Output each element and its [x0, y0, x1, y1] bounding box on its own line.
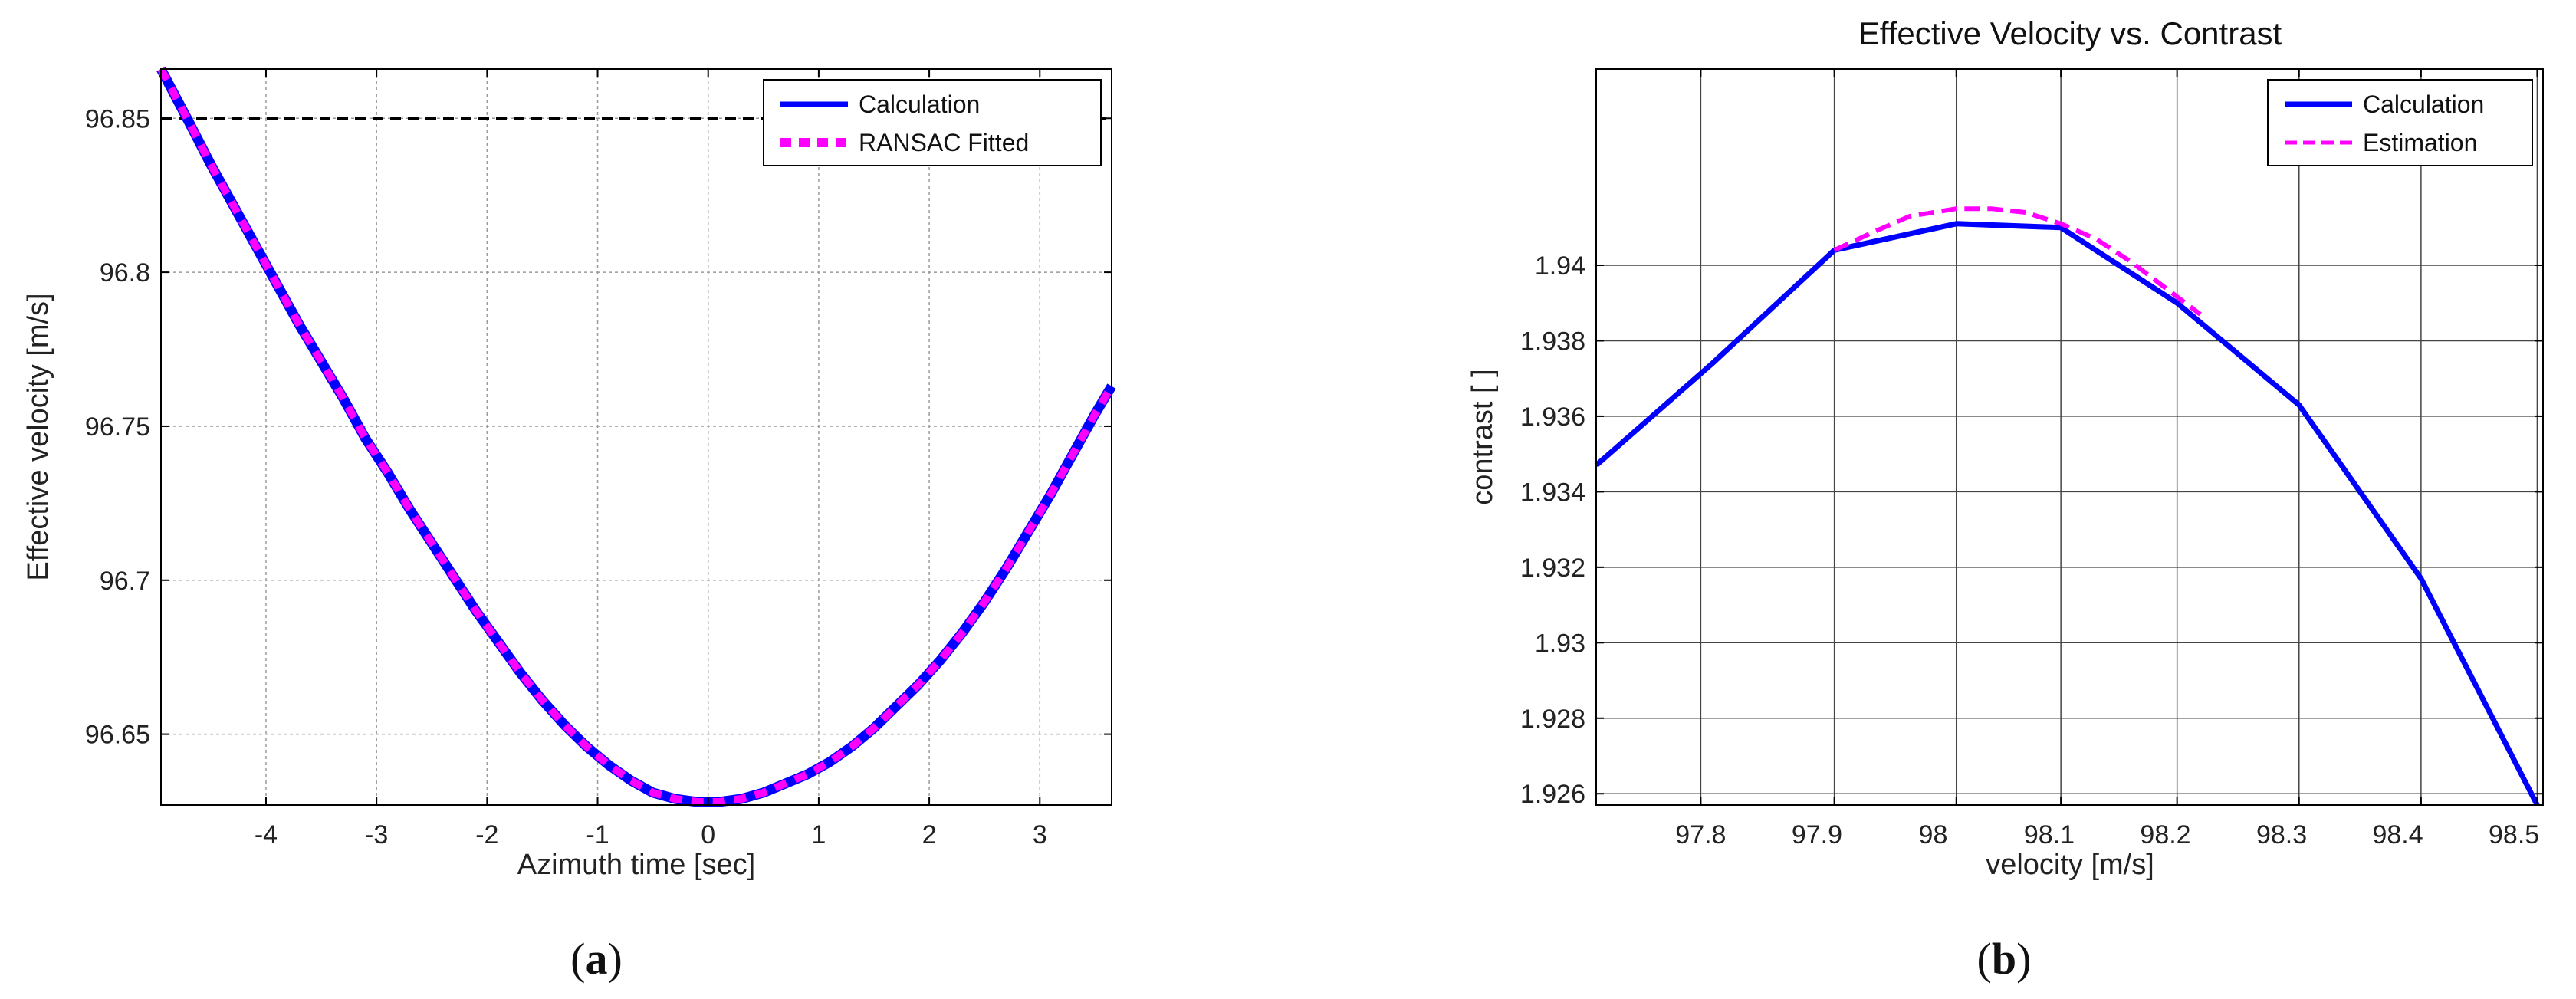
- ticks-a: -4 -3 -2 -1 0 1 2 3 96.65 96.7 96.75 96.8 96.85: [85, 69, 1112, 849]
- legend-label: RANSAC Fitted: [859, 129, 1029, 156]
- x-tick-label: 98.4: [2372, 820, 2423, 849]
- x-tick-label: 0: [701, 820, 715, 849]
- x-tick-label: 98: [1919, 820, 1948, 849]
- legend-box: [763, 79, 1102, 166]
- x-tick-label: -4: [255, 820, 278, 849]
- legend-box: [2267, 79, 2533, 166]
- y-tick-label: 1.934: [1520, 478, 1585, 507]
- legend-label: Calculation: [2363, 90, 2484, 118]
- ticks-b: 97.8 97.9 98 98.1 98.2 98.3 98.4 98.5 1.926 1.928…: [1520, 69, 2543, 849]
- legend-a: Calculation RANSAC Fitted: [763, 79, 1102, 166]
- x-tick-label: 2: [922, 820, 937, 849]
- x-tick-label: 98.5: [2489, 820, 2539, 849]
- y-tick-label: 96.7: [100, 567, 150, 596]
- y-tick-label: 96.75: [85, 412, 150, 442]
- grid-b: [1596, 69, 2543, 805]
- y-tick-label: 96.8: [100, 258, 150, 288]
- x-tick-label: 3: [1033, 820, 1047, 849]
- x-tick-label: 1: [811, 820, 826, 849]
- x-axis-label-b: velocity [m/s]: [1986, 849, 2154, 881]
- y-tick-label: 96.85: [85, 104, 150, 133]
- chart-title-b: Effective Velocity vs. Contrast: [1858, 15, 2282, 51]
- series-group-b: [1594, 206, 2540, 807]
- plot-area-a: [161, 69, 1112, 805]
- y-axis-label-b: contrast [ ]: [1467, 369, 1499, 504]
- x-tick-label: 97.8: [1675, 820, 1726, 849]
- x-tick-label: -3: [365, 820, 388, 849]
- y-tick-label: 96.65: [85, 721, 150, 750]
- y-tick-label: 1.94: [1535, 251, 1585, 281]
- legend-label: Calculation: [859, 90, 980, 118]
- series-line-ransac-fitted: [157, 67, 1116, 806]
- y-tick-label: 1.926: [1520, 780, 1585, 809]
- y-tick-label: 1.936: [1520, 403, 1585, 432]
- legend-label: Estimation: [2363, 129, 2477, 156]
- x-tick-label: 98.3: [2256, 820, 2307, 849]
- panel-caption-b: (b): [1977, 934, 2032, 984]
- chart-panel-a: -4 -3 -2 -1 0 1 2 3 96.65 96.7 96.75 96.8 96.85 Azim…: [22, 66, 1116, 984]
- x-tick-label: -1: [586, 820, 609, 849]
- series-line-estimation: [1833, 206, 2202, 317]
- x-axis-label-a: Azimuth time [sec]: [518, 849, 755, 881]
- x-tick-label: 97.9: [1792, 820, 1842, 849]
- y-tick-label: 1.938: [1520, 327, 1585, 356]
- axes-box-b: [1595, 68, 2544, 806]
- plot-area-b: [1596, 69, 2543, 805]
- y-tick-label: 1.928: [1520, 705, 1585, 734]
- y-tick-label: 1.932: [1520, 554, 1585, 583]
- x-tick-label: 98.2: [2140, 820, 2190, 849]
- legend-b: Calculation Estimation: [2267, 79, 2533, 166]
- y-axis-label-a: Effective velocity [m/s]: [22, 293, 54, 580]
- y-tick-label: 1.93: [1535, 629, 1585, 658]
- x-tick-label: -2: [475, 820, 498, 849]
- axes-box-a: [160, 68, 1112, 806]
- x-tick-label: 98.1: [2024, 820, 2075, 849]
- series-group-a: [156, 66, 1116, 807]
- panel-caption-a: (a): [570, 934, 623, 984]
- series-line-calculation: [1594, 221, 2540, 807]
- chart-panel-b: 97.8 97.9 98 98.1 98.2 98.3 98.4 98.5 1.926 1.928…: [1467, 15, 2544, 984]
